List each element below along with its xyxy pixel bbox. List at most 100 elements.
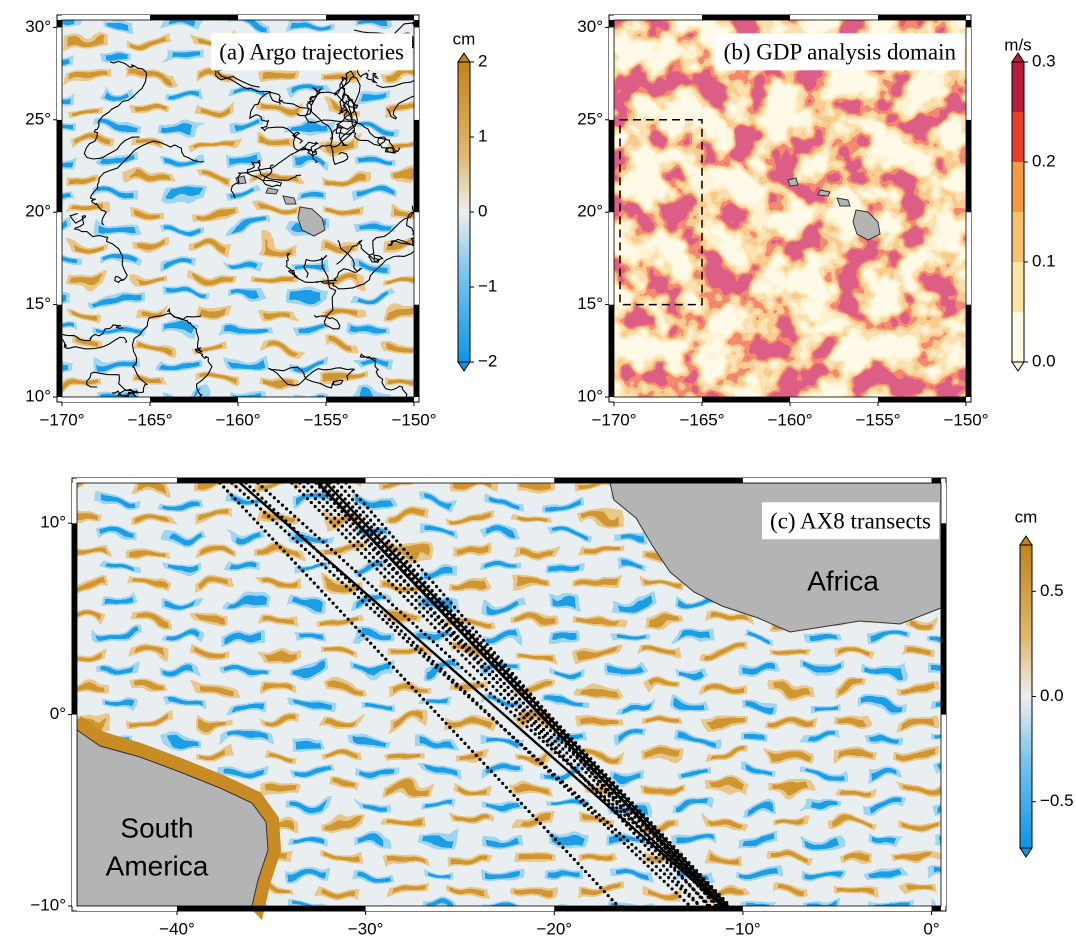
frame-bar [57,27,62,119]
x-tick-label: −150° [943,410,988,429]
frame-bar [57,120,62,212]
colorbar-unit: m/s [1004,35,1031,54]
x-tick-label: −170° [39,410,84,429]
frame-bar [414,120,419,212]
y-tick-label: 0° [50,704,66,723]
hawaii-island [788,178,798,186]
frame-bar [609,120,614,212]
y-tick-label: 25° [25,109,51,128]
frame-bar [702,397,790,402]
land-label: America [106,850,209,881]
x-tick-label: −165° [679,410,724,429]
frame-bar [702,15,790,20]
frame-bar [57,20,62,27]
y-tick-label: 30° [25,17,51,36]
colorbar-tick-label: 0.2 [1032,151,1056,170]
frame-bar [554,906,743,911]
colorbar-unit: cm [1015,507,1038,526]
frame-bar [326,397,414,402]
x-tick-label: −10° [725,919,761,938]
frame-bar [72,715,77,906]
colorbar-tick-label: 0.0 [1040,686,1064,705]
colorbar-tick-label: −1 [478,276,497,295]
colorbar [458,62,470,362]
colorbar-tick-label: −2 [478,351,497,370]
frame-bar [72,523,77,714]
frame-bar [77,478,177,483]
frame-bar [238,397,326,402]
colorbar-tick-label: 0 [478,201,487,220]
frame-bar [743,478,932,483]
frame-bar [966,27,971,119]
frame-bar [72,483,77,523]
y-tick-label: −10° [30,895,66,914]
frame-bar [614,15,702,20]
x-tick-label: −155° [303,410,348,429]
frame-bar [743,906,932,911]
x-tick-label: −160° [215,410,260,429]
panel-title: (a) Argo trajectories [219,39,404,64]
colorbar [1020,545,1032,848]
frame-bar [150,15,238,20]
frame-bar [150,397,238,402]
frame-bar [966,212,971,304]
frame-bar [966,20,971,27]
colorbar-end [1020,536,1032,545]
y-tick-label: 10° [577,386,603,405]
colorbar-tick-label: 2 [478,51,487,70]
colorbar-tick-label: 0.1 [1032,251,1056,270]
field [614,20,966,397]
frame-bar [878,397,966,402]
frame-bar [57,305,62,397]
y-tick-label: 10° [40,513,66,532]
frame-bar [414,27,419,119]
frame-bar [932,478,941,483]
land-label: Africa [807,565,879,596]
colorbar-end [458,362,470,371]
colorbar-tick-label: −0.5 [1040,791,1074,810]
frame-bar [609,305,614,397]
frame-bar [366,478,555,483]
colorbar-tick-label: 0.0 [1032,351,1056,370]
frame-bar [941,483,946,523]
frame-bar [177,478,366,483]
frame-bar [366,906,555,911]
frame-bar [326,15,414,20]
frame-bar [614,397,702,402]
y-tick-label: 15° [577,294,603,313]
colorbar-end [458,53,470,62]
colorbar-unit: cm [453,29,476,48]
x-tick-label: 0° [923,919,939,938]
frame-bar [609,20,614,27]
colorbar-tick-label: 0.5 [1040,581,1064,600]
figure: −170°−165°−160°−155°−150°10°15°20°25°30°… [0,0,1076,941]
land-label: South [120,812,193,843]
frame-bar [609,27,614,119]
x-tick-label: −40° [159,919,195,938]
frame-bar [941,715,946,906]
frame-bar [790,15,878,20]
x-tick-label: −165° [127,410,172,429]
x-tick-label: −155° [855,410,900,429]
colorbar-tick-label: 1 [478,126,487,145]
y-tick-label: 20° [577,202,603,221]
frame-bar [966,120,971,212]
frame-bar [414,212,419,304]
frame-bar [414,20,419,27]
x-tick-label: −30° [348,919,384,938]
y-tick-label: 30° [577,17,603,36]
frame-bar [62,397,150,402]
frame-bar [414,305,419,397]
frame-bar [177,906,366,911]
frame-bar [932,906,941,911]
y-tick-label: 20° [25,202,51,221]
x-tick-label: −150° [391,410,436,429]
frame-bar [77,906,177,911]
frame-bar [238,15,326,20]
frame-bar [609,212,614,304]
x-tick-label: −170° [591,410,636,429]
frame-bar [878,15,966,20]
colorbar [1012,62,1024,362]
frame-bar [62,15,150,20]
frame-bar [790,397,878,402]
